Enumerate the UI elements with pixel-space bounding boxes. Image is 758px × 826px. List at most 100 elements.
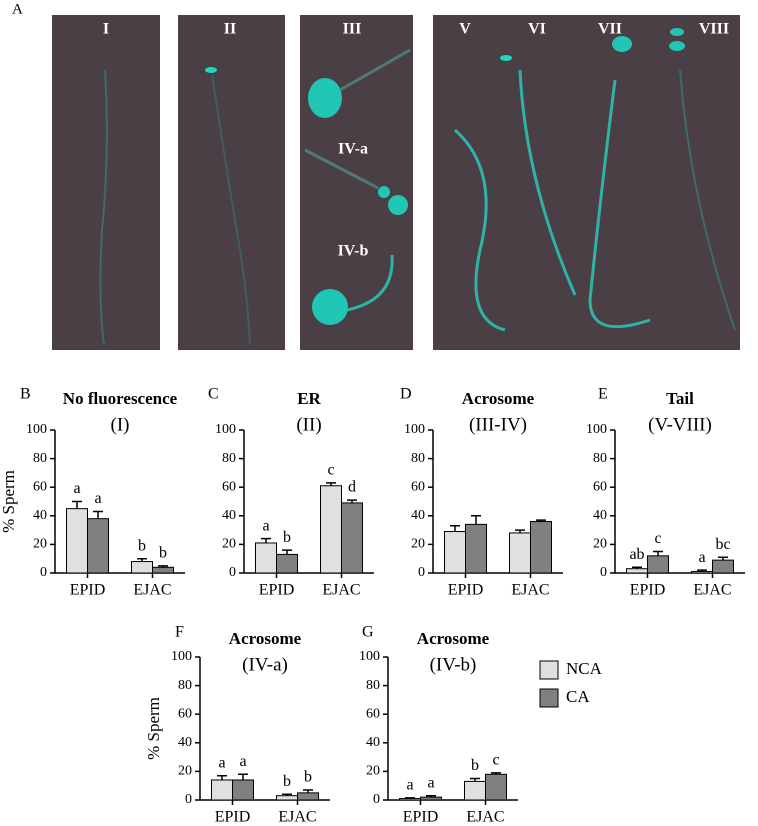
y-tick-label: 0	[229, 565, 236, 580]
y-tick-label: 100	[26, 422, 47, 437]
error-bar	[450, 525, 460, 532]
error-bar	[718, 556, 728, 561]
image-label: V	[459, 21, 471, 38]
significance-letter: d	[348, 479, 356, 496]
bar	[276, 553, 298, 574]
chart-subtitle: (IV-b)	[430, 654, 477, 675]
y-tick-label: 20	[178, 764, 192, 779]
y-tick-label: 100	[404, 422, 425, 437]
bar	[232, 779, 254, 801]
x-tick-label: EPID	[259, 582, 295, 599]
chart-title: Acrosome	[229, 629, 302, 648]
x-tick-label: EJAC	[278, 809, 316, 826]
y-axis-label: % Sperm	[0, 470, 18, 533]
x-tick-label: EJAC	[322, 582, 360, 599]
y-tick-label: 40	[593, 508, 607, 523]
significance-letter: a	[698, 549, 705, 566]
y-tick-label: 0	[600, 565, 607, 580]
image-label: VIII	[699, 21, 729, 38]
image-label: IV-a	[338, 141, 368, 158]
bar	[66, 508, 88, 574]
y-tick-label: 60	[411, 479, 425, 494]
x-tick-label: EPID	[403, 809, 439, 826]
significance-letter: ab	[629, 546, 644, 563]
significance-letter: c	[492, 752, 499, 769]
y-tick-label: 40	[33, 508, 47, 523]
chart-title: Tail	[666, 389, 694, 408]
chart-title: Acrosome	[462, 389, 535, 408]
y-tick-label: 20	[593, 537, 607, 552]
significance-letter: c	[654, 530, 661, 547]
bar	[464, 780, 486, 801]
error-bar	[326, 482, 336, 486]
y-tick-label: 80	[222, 451, 236, 466]
bar	[465, 523, 487, 574]
significance-letter: a	[94, 490, 101, 507]
y-tick-label: 40	[411, 508, 425, 523]
y-tick-label: 0	[40, 565, 47, 580]
chart-title: No fluorescence	[63, 389, 178, 408]
y-tick-label: 60	[366, 706, 380, 721]
y-tick-label: 60	[593, 479, 607, 494]
y-tick-label: 100	[215, 422, 236, 437]
image-label: I	[103, 21, 109, 38]
chart-subtitle: (III-IV)	[469, 414, 527, 435]
bar	[152, 566, 174, 574]
chart-subtitle: (I)	[111, 414, 130, 435]
y-tick-label: 100	[586, 422, 607, 437]
legend-swatch	[539, 660, 559, 680]
bar	[647, 555, 669, 574]
bar	[691, 571, 713, 574]
significance-letter: a	[427, 774, 434, 791]
y-tick-label: 20	[33, 537, 47, 552]
error-bar	[137, 557, 147, 562]
micrograph	[178, 15, 285, 350]
bar	[87, 518, 109, 574]
bar	[211, 779, 233, 801]
y-tick-label: 80	[178, 678, 192, 693]
y-tick-label: 100	[359, 649, 380, 664]
bar	[399, 798, 421, 801]
significance-letter: a	[406, 777, 413, 794]
error-bar	[536, 519, 546, 522]
significance-letter: c	[327, 462, 334, 479]
significance-letter: b	[304, 769, 312, 786]
y-tick-label: 40	[222, 508, 236, 523]
error-bar	[405, 797, 415, 799]
y-tick-label: 0	[373, 792, 380, 807]
error-bar	[426, 794, 436, 798]
y-tick-label: 40	[366, 735, 380, 750]
y-tick-label: 20	[366, 764, 380, 779]
x-tick-label: EPID	[215, 809, 251, 826]
chart-subtitle: (II)	[296, 414, 321, 435]
error-bar	[347, 499, 357, 503]
y-tick-label: 100	[171, 649, 192, 664]
significance-letter: b	[471, 757, 479, 774]
micrograph	[433, 15, 740, 350]
error-bar	[282, 793, 292, 796]
y-tick-label: 40	[178, 735, 192, 750]
x-tick-label: EPID	[630, 582, 666, 599]
image-label: II	[224, 21, 236, 38]
chart-title: Acrosome	[417, 629, 490, 648]
bar	[485, 773, 507, 801]
micrographs: I II III IV-a IV-b V VI VII VIII	[52, 15, 740, 350]
error-bar	[72, 500, 82, 509]
legend-label: NCA	[566, 659, 603, 678]
error-bar	[303, 789, 313, 793]
image-label: III	[343, 21, 362, 38]
significance-letter: a	[218, 754, 225, 771]
y-tick-label: 0	[418, 565, 425, 580]
bar	[712, 559, 734, 574]
significance-letter: b	[159, 545, 167, 562]
error-bar	[261, 537, 271, 543]
bar	[444, 531, 466, 574]
panel-label: G	[362, 624, 374, 641]
panel-label: E	[598, 386, 608, 403]
error-bar	[653, 550, 663, 556]
legend-swatch	[539, 688, 559, 708]
significance-letter: a	[262, 517, 269, 534]
y-tick-label: 60	[222, 479, 236, 494]
panel-label: A	[12, 1, 23, 17]
